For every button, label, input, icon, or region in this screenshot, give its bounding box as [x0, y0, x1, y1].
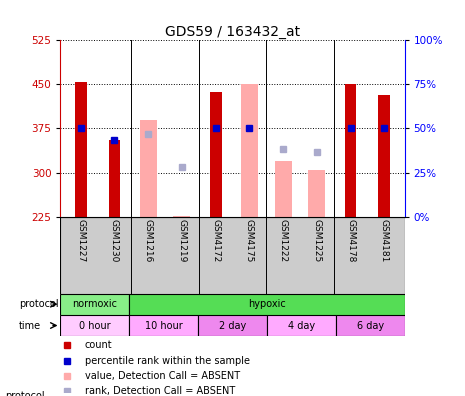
- Text: protocol: protocol: [5, 391, 44, 396]
- Text: GSM4175: GSM4175: [245, 219, 254, 262]
- Bar: [129, 293, 405, 315]
- Text: GSM1219: GSM1219: [177, 219, 186, 262]
- Text: GSM4181: GSM4181: [380, 219, 389, 262]
- Bar: [241, 84, 258, 217]
- Text: 10 hour: 10 hour: [145, 320, 183, 331]
- Text: rank, Detection Call = ABSENT: rank, Detection Call = ABSENT: [85, 386, 235, 396]
- Text: percentile rank within the sample: percentile rank within the sample: [85, 356, 250, 366]
- Bar: [60, 315, 129, 336]
- Bar: [60, 293, 129, 315]
- Text: hypoxic: hypoxic: [248, 299, 286, 309]
- Text: normoxic: normoxic: [73, 299, 117, 309]
- Text: GSM1227: GSM1227: [76, 219, 85, 262]
- Title: GDS59 / 163432_at: GDS59 / 163432_at: [165, 25, 300, 38]
- Text: 4 day: 4 day: [288, 320, 315, 331]
- Text: value, Detection Call = ABSENT: value, Detection Call = ABSENT: [85, 371, 239, 381]
- Text: GSM1230: GSM1230: [110, 219, 119, 262]
- Bar: [336, 315, 405, 336]
- Bar: [173, 215, 190, 217]
- Bar: [379, 95, 390, 217]
- Text: GSM1222: GSM1222: [279, 219, 288, 262]
- Text: GSM1216: GSM1216: [144, 219, 153, 262]
- Text: time: time: [19, 320, 41, 331]
- Bar: [345, 84, 357, 217]
- Bar: [267, 315, 336, 336]
- Bar: [198, 315, 267, 336]
- Bar: [308, 170, 326, 217]
- Text: 0 hour: 0 hour: [79, 320, 111, 331]
- Bar: [129, 315, 198, 336]
- Text: GSM4178: GSM4178: [346, 219, 355, 262]
- Bar: [210, 92, 221, 217]
- Text: GSM4172: GSM4172: [211, 219, 220, 262]
- Text: 2 day: 2 day: [219, 320, 246, 331]
- Text: count: count: [85, 339, 112, 350]
- Text: GSM1225: GSM1225: [312, 219, 321, 262]
- Text: protocol: protocol: [19, 299, 59, 309]
- Bar: [140, 120, 157, 217]
- Bar: [275, 161, 292, 217]
- Text: 6 day: 6 day: [357, 320, 384, 331]
- Bar: [108, 140, 120, 217]
- Bar: [75, 82, 86, 217]
